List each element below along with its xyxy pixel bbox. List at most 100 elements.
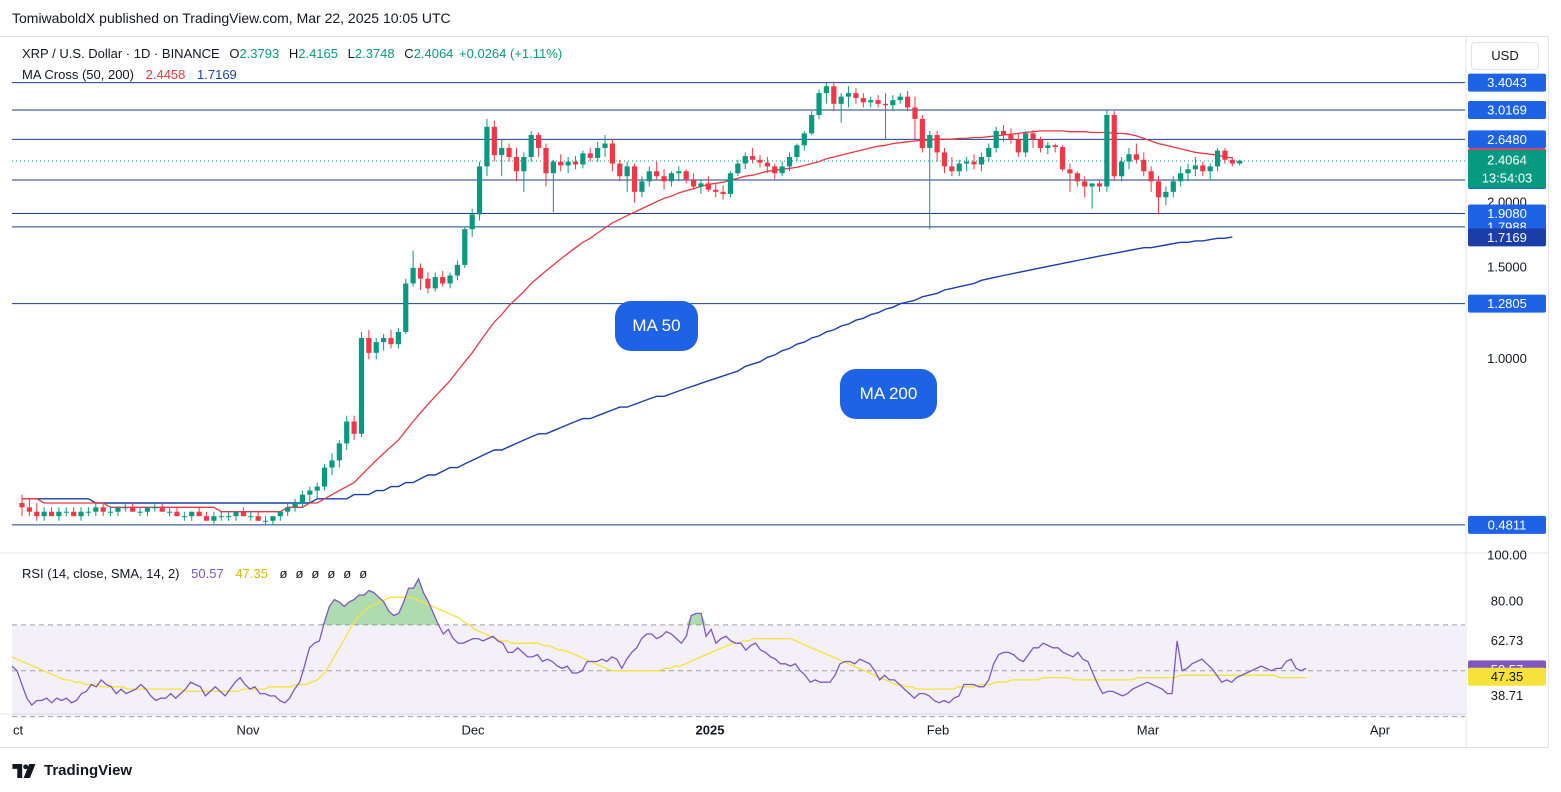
candle-body <box>1030 133 1036 140</box>
open-label: O <box>229 46 240 61</box>
candle-body <box>196 511 202 517</box>
candle-body <box>395 331 401 345</box>
candle-body <box>528 135 534 157</box>
candle-body <box>1045 145 1051 148</box>
candle-body <box>167 511 173 513</box>
candle-body <box>321 467 328 487</box>
ma200-annotation: MA 200 <box>840 369 937 419</box>
candle-body <box>580 153 586 165</box>
candle-body <box>506 147 512 157</box>
candle-body <box>26 507 32 512</box>
candle-body <box>277 511 283 517</box>
high-label: H <box>288 46 299 61</box>
candle-body <box>639 181 645 192</box>
candle-body <box>668 173 675 182</box>
publish-caption: TomiwaboldX published on TradingView.com… <box>12 10 451 26</box>
candle-body <box>750 156 756 160</box>
candle-body <box>1037 139 1044 148</box>
ma200-value: 1.7169 <box>197 67 237 82</box>
candle-body <box>934 135 940 153</box>
tradingview-brand[interactable]: TradingView <box>12 762 132 779</box>
candle-body <box>255 516 261 521</box>
candle-body <box>838 96 844 104</box>
rsi-overbought-fill <box>12 578 1306 625</box>
candle-body <box>203 516 210 521</box>
candle-body <box>927 135 933 148</box>
candle-body <box>964 161 970 164</box>
level-price-badge <box>1468 100 1546 119</box>
candle-body <box>956 163 962 172</box>
candle-body <box>226 516 232 518</box>
candle-body <box>71 511 77 517</box>
candle-body <box>786 156 793 167</box>
candle-body <box>978 156 984 165</box>
candle-body <box>1111 115 1117 177</box>
tradingview-logo-icon <box>12 763 36 778</box>
level-price-badge <box>1468 130 1546 149</box>
candle-body <box>1192 165 1199 170</box>
candle-body <box>85 511 92 513</box>
candle-body <box>388 337 394 345</box>
candle-body <box>1008 135 1014 140</box>
candle-body <box>410 267 416 284</box>
rsi-line <box>11 577 1307 707</box>
candle-body <box>159 507 165 512</box>
candle-body <box>971 161 977 165</box>
candle-body <box>609 143 615 164</box>
candle-body <box>299 494 306 504</box>
candle-body <box>432 277 438 289</box>
candle-body <box>794 145 800 157</box>
candle-body <box>307 490 313 495</box>
candle-body <box>690 179 697 187</box>
candle-body <box>683 171 689 180</box>
candle-body <box>905 96 911 108</box>
candle-body <box>1229 159 1235 164</box>
candle-body <box>919 118 925 148</box>
candle-body <box>572 161 579 165</box>
candle-body <box>336 443 342 461</box>
rsi-value: 50.57 <box>191 566 224 581</box>
rsi-band-label: 62.73 <box>1491 633 1524 648</box>
candle-body <box>447 275 453 284</box>
candle-body <box>425 278 431 289</box>
candle-body <box>513 156 520 172</box>
candle-body <box>358 337 365 434</box>
candle-body <box>654 171 660 177</box>
candle-body <box>56 511 62 517</box>
candle-body <box>1000 130 1007 136</box>
candle-body <box>93 507 99 512</box>
candle-body <box>240 511 246 517</box>
currency-button[interactable]: USD <box>1471 42 1539 70</box>
time-axis-tick: ct <box>13 722 24 737</box>
candle-body <box>417 267 424 279</box>
candle-body <box>1067 169 1073 174</box>
level-price-badge-text: 1.9080 <box>1487 206 1527 221</box>
candle-body <box>624 166 630 177</box>
candle-body <box>587 153 593 158</box>
price-legend: XRP / U.S. Dollar · 1D · BINANCE O2.3793… <box>22 46 564 61</box>
candle-body <box>1059 147 1066 170</box>
candle-body <box>484 126 490 167</box>
candle-body <box>631 166 638 192</box>
candle-body <box>48 511 55 517</box>
candle-body <box>1023 133 1029 153</box>
candle-body <box>779 166 785 174</box>
candle-body <box>476 166 483 215</box>
candle-body <box>1082 181 1088 187</box>
candle-body <box>1178 173 1184 182</box>
candle-body <box>1119 161 1125 177</box>
time-axis-tick: Dec <box>461 722 485 737</box>
candle-body <box>454 264 461 276</box>
level-price-badge-text: 3.0169 <box>1487 102 1527 117</box>
time-axis-tick: Nov <box>236 722 260 737</box>
candle-body <box>1052 145 1058 148</box>
candle-body <box>550 161 556 174</box>
candle-body <box>381 337 387 343</box>
symbol-label: XRP / U.S. Dollar · 1D · BINANCE <box>22 46 220 61</box>
candle-body <box>122 507 128 509</box>
candle-body <box>1214 150 1221 167</box>
candle-body <box>661 176 667 182</box>
level-price-badge-text: 2.6480 <box>1487 132 1527 147</box>
candle-body <box>1015 139 1021 153</box>
